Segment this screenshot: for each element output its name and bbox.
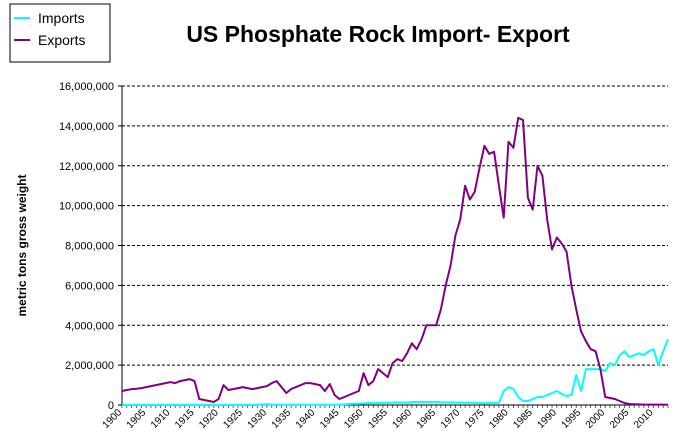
x-tick-label: 1980: [487, 407, 511, 431]
y-tick-label: 16,000,000: [59, 81, 114, 93]
x-tick-label: 1950: [342, 407, 366, 431]
y-tick-label: 6,000,000: [65, 280, 114, 292]
x-tick-label: 1965: [415, 407, 439, 431]
x-tick-label: 1920: [197, 407, 221, 431]
x-tick-label: 1940: [294, 407, 318, 431]
x-tick-label: 1960: [391, 407, 415, 431]
x-tick-label: 1925: [221, 407, 245, 431]
x-tick-label: 1975: [463, 407, 487, 431]
x-tick-label: 1915: [173, 407, 197, 431]
series-line-imports: [122, 339, 668, 405]
y-axis-title: metric tons gross weight: [15, 174, 29, 316]
x-tick-label: 1995: [560, 407, 584, 431]
x-tick-label: 1970: [439, 407, 463, 431]
x-tick-label: 2000: [584, 407, 608, 431]
x-tick-label: 1955: [366, 407, 390, 431]
y-tick-label: 12,000,000: [59, 161, 114, 173]
x-tick-label: 1930: [246, 407, 270, 431]
y-tick-label: 14,000,000: [59, 121, 114, 133]
x-tick-label: 1905: [125, 407, 149, 431]
x-tick-label: 2005: [608, 407, 632, 431]
y-tick-label: 8,000,000: [65, 241, 114, 253]
series-line-exports: [122, 118, 668, 405]
x-tick-label: 1900: [101, 407, 125, 431]
x-tick-label: 2010: [632, 407, 656, 431]
legend-label-imports: Imports: [38, 10, 85, 26]
y-tick-label: 4,000,000: [65, 320, 114, 332]
axes: [118, 86, 668, 408]
y-tick-labels: 02,000,0004,000,0006,000,0008,000,00010,…: [59, 81, 114, 412]
legend-label-exports: Exports: [38, 32, 85, 48]
chart-title: US Phosphate Rock Import- Export: [186, 21, 570, 47]
series-lines: [122, 118, 668, 405]
x-tick-label: 1935: [270, 407, 294, 431]
x-tick-label: 1945: [318, 407, 342, 431]
x-tick-label: 1990: [535, 407, 559, 431]
gridlines: [122, 86, 668, 365]
x-tick-label: 1985: [511, 407, 535, 431]
legend: Imports Exports: [10, 4, 110, 62]
x-tick-labels: 1900 1905 1910 1915 1920 1925 1930 1935 1940 1945…: [101, 407, 656, 431]
y-tick-label: 2,000,000: [65, 360, 114, 372]
y-tick-label: 10,000,000: [59, 201, 114, 213]
x-tick-label: 1910: [149, 407, 173, 431]
